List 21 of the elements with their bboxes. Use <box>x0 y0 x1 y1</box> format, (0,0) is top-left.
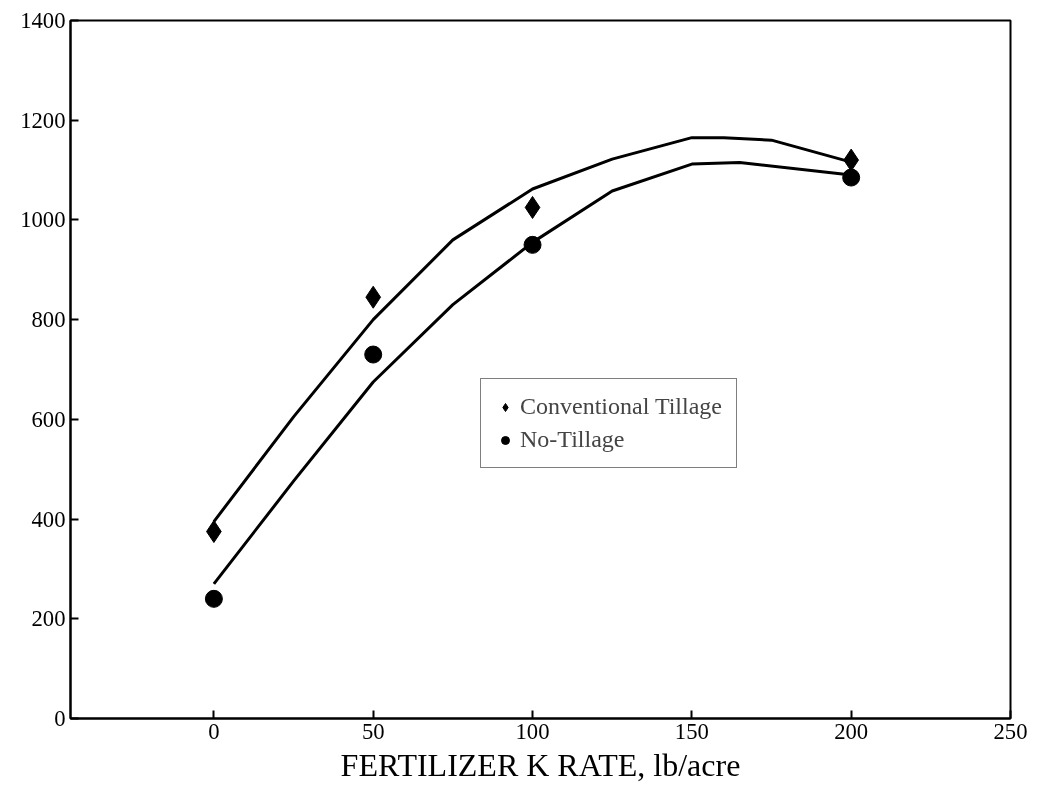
y-tick-label: 1400 <box>20 8 66 33</box>
y-tick-label: 1000 <box>20 207 66 233</box>
x-tick-label: 0 <box>208 718 220 744</box>
x-tick-label: 150 <box>674 718 709 744</box>
point <box>524 195 541 219</box>
point <box>204 589 223 608</box>
x-tick-label: 100 <box>515 718 550 744</box>
legend-label: No-Tillage <box>520 426 625 453</box>
y-tick-label: 800 <box>31 307 66 333</box>
x-tick-label: 50 <box>361 718 385 744</box>
point <box>365 285 382 309</box>
x-tick-label: 200 <box>834 718 869 744</box>
y-tick-label: 200 <box>31 606 66 632</box>
legend-label: Conventional Tillage <box>520 393 723 420</box>
y-tick-label: 400 <box>31 506 66 532</box>
y-tick-label: 1200 <box>20 107 66 133</box>
point <box>364 345 383 364</box>
x-axis-title: FERTILIZER K RATE, lb/acre <box>340 746 741 783</box>
x-tick-label: 250 <box>993 718 1028 744</box>
point <box>842 168 861 187</box>
y-tick-label: 600 <box>31 406 66 432</box>
